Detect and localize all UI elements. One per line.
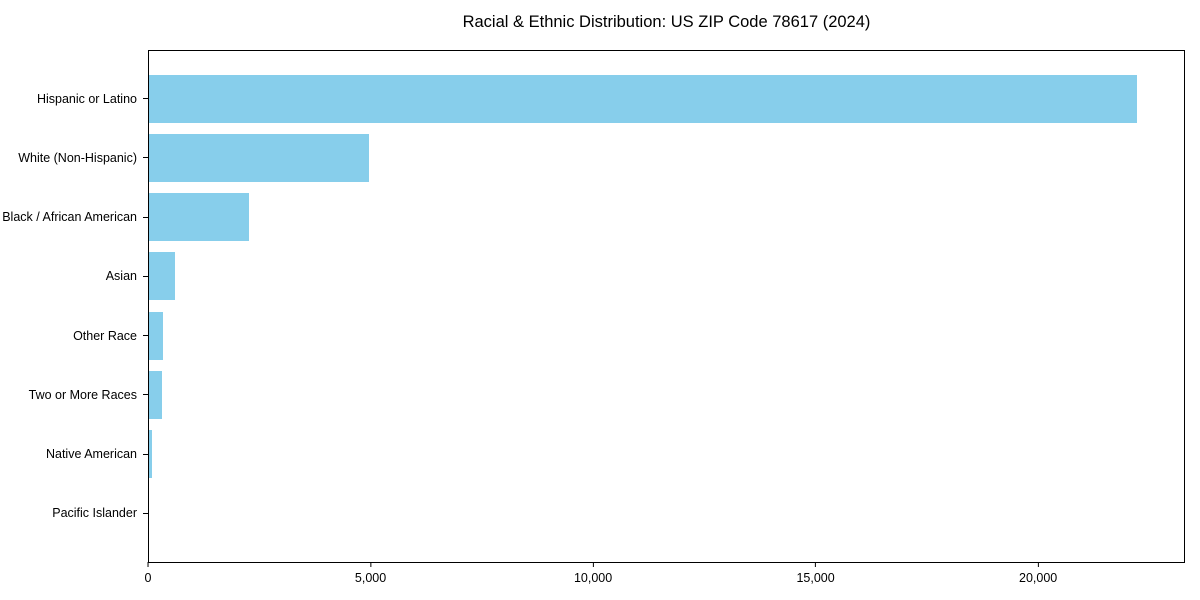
category-label: Black / African American	[2, 210, 137, 225]
bar	[149, 370, 163, 419]
category-label: Other Race	[73, 328, 137, 343]
y-tick-mark	[143, 453, 148, 455]
y-tick-mark	[143, 275, 148, 277]
bar	[149, 193, 249, 242]
category-label-row: Asian	[0, 247, 148, 306]
bar-row	[149, 247, 1184, 306]
bar-row	[149, 69, 1184, 128]
x-tick-mark	[814, 562, 817, 567]
category-label-row: Pacific Islander	[0, 484, 148, 543]
bar	[149, 430, 153, 479]
category-label: Native American	[45, 447, 137, 462]
bar	[149, 74, 1138, 123]
bar	[149, 311, 163, 360]
category-label-row: White (Non-Hispanic)	[0, 128, 148, 187]
bar-row	[149, 306, 1184, 365]
x-tick-mark	[147, 562, 149, 567]
y-tick-mark	[143, 157, 148, 159]
bar	[149, 133, 369, 182]
x-tick-mark	[592, 562, 594, 567]
category-label: Hispanic or Latino	[36, 91, 137, 106]
category-label: Asian	[105, 269, 137, 284]
x-tick: 5,000	[355, 562, 386, 585]
bar-row	[149, 128, 1184, 187]
y-tick-mark	[143, 394, 148, 396]
category-label: Two or More Races	[28, 387, 137, 402]
y-tick-mark	[143, 98, 148, 100]
bar-row	[149, 425, 1184, 484]
category-label: White (Non-Hispanic)	[18, 150, 137, 165]
category-label-row: Native American	[0, 425, 148, 484]
y-tick-mark	[143, 216, 148, 218]
plot-rows	[149, 51, 1184, 562]
y-tick-mark	[143, 512, 148, 514]
x-tick-label: 20,000	[1019, 571, 1058, 585]
bar-row	[149, 365, 1184, 424]
x-tick: 0	[144, 562, 152, 585]
category-labels: Hispanic or Latino White (Non-Hispanic) Bl…	[0, 50, 148, 563]
category-label-row: Black / African American	[0, 188, 148, 247]
x-axis-ticks: 0 5,000 10,000 15,000 20,000	[144, 562, 1185, 594]
x-tick-label: 15,000	[796, 571, 835, 585]
x-tick-mark	[369, 562, 372, 567]
x-tick-label: 0	[144, 571, 152, 585]
bar	[149, 252, 175, 301]
x-tick-mark	[1037, 562, 1039, 567]
x-tick: 15,000	[796, 562, 835, 585]
plot-area	[148, 50, 1185, 563]
y-tick-mark	[143, 335, 148, 337]
category-label: Pacific Islander	[52, 506, 137, 521]
category-label-row: Other Race	[0, 306, 148, 365]
bar-row	[149, 188, 1184, 247]
bar-row	[149, 484, 1184, 543]
x-tick: 10,000	[574, 562, 612, 585]
chart-title: Racial & Ethnic Distribution: US ZIP Cod…	[462, 13, 871, 31]
category-label-row: Two or More Races	[0, 365, 148, 424]
x-tick-label: 5,000	[354, 571, 387, 585]
x-tick: 20,000	[1019, 562, 1057, 585]
category-label-row: Hispanic or Latino	[0, 69, 148, 128]
x-tick-label: 10,000	[573, 571, 613, 585]
